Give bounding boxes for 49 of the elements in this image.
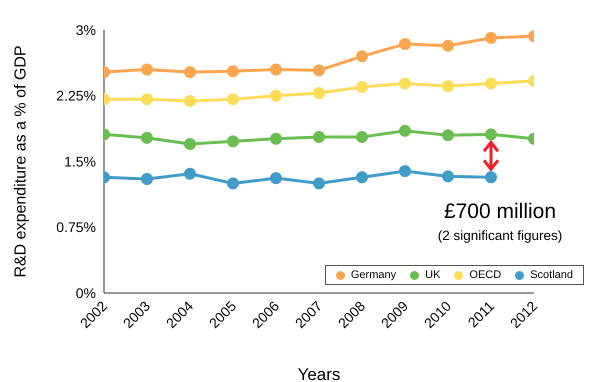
point xyxy=(141,173,153,186)
point xyxy=(227,177,239,190)
point xyxy=(485,171,497,184)
point xyxy=(227,135,239,148)
point xyxy=(485,32,497,44)
point xyxy=(485,77,497,90)
point xyxy=(227,93,239,106)
y-tick-label: 0.75% xyxy=(56,219,96,236)
point xyxy=(399,38,411,50)
point xyxy=(270,132,282,145)
legend-label: Germany xyxy=(350,269,396,281)
legend-label: OECD xyxy=(469,269,502,281)
point xyxy=(184,168,196,180)
legend-label: UK xyxy=(425,269,440,281)
point xyxy=(485,128,497,140)
point xyxy=(184,95,196,108)
annotation: £700 million xyxy=(442,200,558,224)
point xyxy=(399,77,411,90)
point xyxy=(313,64,325,76)
point xyxy=(399,165,411,178)
point xyxy=(270,63,282,76)
point xyxy=(442,129,454,142)
point xyxy=(141,132,153,144)
point xyxy=(356,130,368,143)
x-axis-title: Years xyxy=(298,365,340,382)
point xyxy=(141,93,153,106)
y-axis-title: R&D expenditure as a % of GDP xyxy=(12,45,30,278)
y-tick-label: 3% xyxy=(76,22,96,38)
point xyxy=(313,177,325,190)
point xyxy=(270,172,282,184)
point xyxy=(356,80,368,93)
legend-label: Scotland xyxy=(530,269,573,281)
point xyxy=(270,90,282,102)
point xyxy=(141,63,153,76)
point xyxy=(442,170,454,182)
y-tick-label: 0% xyxy=(76,284,96,301)
point xyxy=(184,138,196,150)
y-tick-label: 1.5% xyxy=(64,153,96,170)
point xyxy=(356,171,368,184)
point xyxy=(184,66,196,78)
point xyxy=(227,65,239,78)
annotation: (2 significant figures) xyxy=(436,228,564,243)
y-tick-label: 2.25% xyxy=(56,88,96,104)
point xyxy=(442,40,454,52)
point xyxy=(313,130,325,143)
point xyxy=(356,50,368,62)
point xyxy=(399,124,411,137)
point xyxy=(442,80,454,92)
point xyxy=(313,87,325,100)
